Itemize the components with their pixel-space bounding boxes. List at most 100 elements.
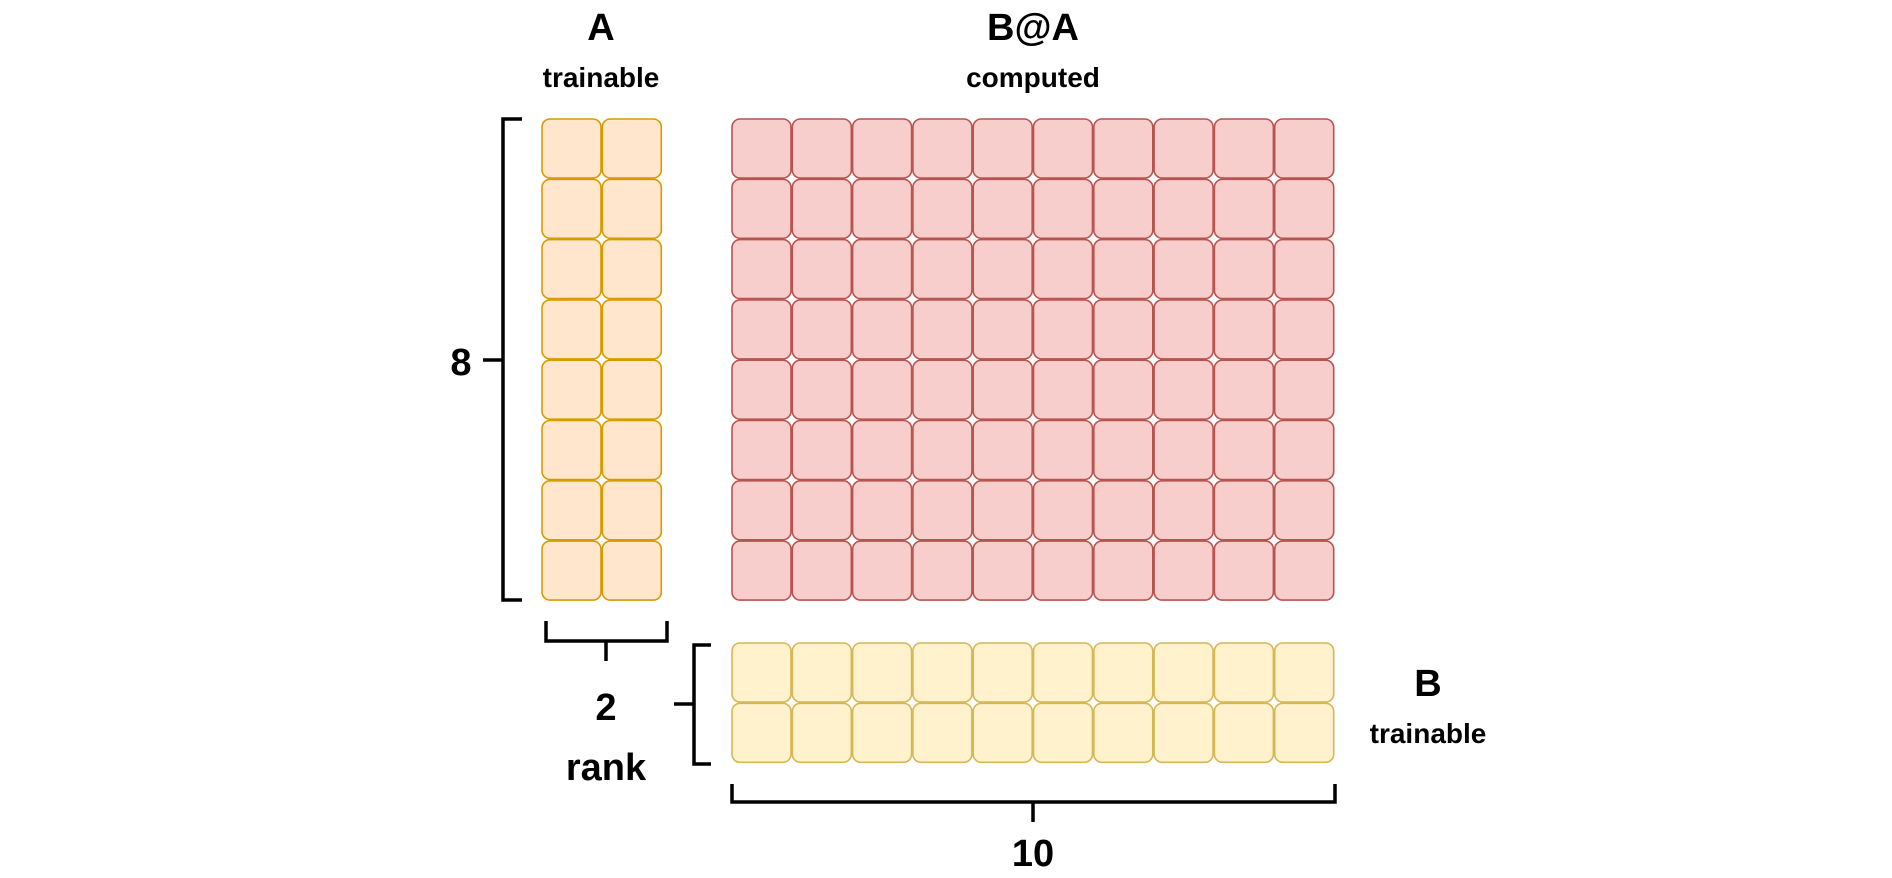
matrix-ba-grid [731, 118, 1335, 601]
matrix-b-cell [1213, 702, 1275, 764]
matrix-ba-cell [851, 540, 913, 601]
matrix-ba-cell [1153, 299, 1214, 360]
matrix-b-cell [851, 642, 913, 703]
matrix-b-cell [912, 702, 973, 764]
rank-value-label: 2 [595, 687, 616, 729]
height-dimension-label: 8 [450, 342, 471, 384]
matrix-ba-cell [1153, 178, 1214, 240]
matrix-ba-cell [1093, 359, 1154, 421]
matrix-ba-cell [791, 299, 853, 360]
width-bracket [730, 784, 1337, 822]
matrix-ba-cell [791, 118, 853, 179]
matrix-ba-subtitle: computed [966, 62, 1100, 93]
matrix-ba-cell [1093, 419, 1154, 481]
matrix-ba-cell [1153, 359, 1214, 421]
matrix-b-cell [1093, 702, 1154, 764]
matrix-a-cell [541, 419, 602, 481]
matrix-ba-cell [1273, 238, 1335, 300]
matrix-b-cell [791, 642, 853, 703]
matrix-a-title: A [587, 7, 614, 49]
matrix-ba-cell [1093, 479, 1154, 541]
matrix-ba-cell [731, 479, 792, 541]
matrix-ba-cell [731, 299, 792, 360]
matrix-ba-cell [1213, 118, 1275, 179]
matrix-a-cell [601, 419, 663, 481]
matrix-b-cell [1273, 642, 1335, 703]
matrix-ba-cell [1032, 178, 1094, 240]
matrix-ba-cell [851, 178, 913, 240]
matrix-a-cell [541, 540, 602, 601]
rank-bracket-vertical [674, 643, 711, 766]
matrix-ba-cell [1153, 540, 1214, 601]
matrix-ba-cell [1032, 359, 1094, 421]
matrix-ba-cell [731, 118, 792, 179]
matrix-ba-cell [972, 479, 1034, 541]
matrix-ba-cell [1213, 479, 1275, 541]
matrix-a-cell [541, 178, 602, 240]
matrix-ba-cell [791, 479, 853, 541]
matrix-b-cell [731, 702, 792, 764]
matrix-ba-cell [731, 359, 792, 421]
matrix-b-cell [791, 702, 853, 764]
matrix-b-cell [731, 642, 792, 703]
matrix-ba-cell [1153, 238, 1214, 300]
width-dimension-label: 10 [1012, 833, 1054, 875]
matrix-ba-cell [851, 479, 913, 541]
matrix-ba-cell [1093, 178, 1154, 240]
matrix-ba-cell [972, 238, 1034, 300]
matrix-b-cell [1153, 702, 1214, 764]
rank-bracket-horizontal [544, 621, 669, 661]
matrix-ba-cell [1093, 299, 1154, 360]
matrix-ba-cell [1153, 479, 1214, 541]
matrix-b-cell [972, 702, 1034, 764]
matrix-ba-cell [972, 540, 1034, 601]
matrix-ba-cell [1032, 118, 1094, 179]
matrix-ba-cell [1213, 419, 1275, 481]
matrix-b-cell [1153, 642, 1214, 703]
matrix-ba-cell [1153, 419, 1214, 481]
matrix-b-title: B [1414, 663, 1441, 705]
rank-label: rank [566, 747, 647, 789]
matrix-b-cell [1032, 702, 1094, 764]
matrix-a-cell [601, 359, 663, 421]
matrix-ba-cell [1273, 419, 1335, 481]
matrix-ba-cell [972, 299, 1034, 360]
matrix-ba-cell [851, 419, 913, 481]
matrix-a-cell [541, 359, 602, 421]
matrix-ba-cell [912, 238, 973, 300]
matrix-ba-cell [731, 540, 792, 601]
matrix-a-subtitle: trainable [543, 62, 660, 93]
matrix-a-cell [601, 118, 663, 179]
matrix-ba-cell [1032, 419, 1094, 481]
matrix-ba-cell [1213, 540, 1275, 601]
matrix-ba-cell [912, 479, 973, 541]
matrix-ba-cell [972, 419, 1034, 481]
matrix-b-cell [972, 642, 1034, 703]
matrix-b-grid [731, 642, 1335, 764]
matrix-ba-cell [1273, 479, 1335, 541]
matrix-ba-cell [851, 359, 913, 421]
matrix-a-cell [601, 178, 663, 240]
matrix-ba-cell [1273, 178, 1335, 240]
matrix-a-cell [601, 299, 663, 360]
matrix-ba-cell [791, 178, 853, 240]
matrix-ba-cell [791, 238, 853, 300]
matrix-ba-cell [851, 238, 913, 300]
matrix-ba-title: B@A [987, 7, 1079, 49]
matrix-ba-cell [851, 299, 913, 360]
matrix-ba-cell [1032, 479, 1094, 541]
matrix-ba-cell [912, 540, 973, 601]
matrix-ba-cell [972, 118, 1034, 179]
matrix-ba-cell [972, 178, 1034, 240]
matrix-a-cell [601, 238, 663, 300]
matrix-a-cell [541, 299, 602, 360]
matrix-ba-cell [1032, 299, 1094, 360]
matrix-ba-cell [731, 238, 792, 300]
matrix-b-cell [912, 642, 973, 703]
matrix-b-subtitle: trainable [1370, 718, 1487, 749]
matrix-ba-cell [1273, 540, 1335, 601]
matrix-a-cell [541, 479, 602, 541]
height-bracket [483, 117, 522, 602]
matrix-b-cell [1093, 642, 1154, 703]
